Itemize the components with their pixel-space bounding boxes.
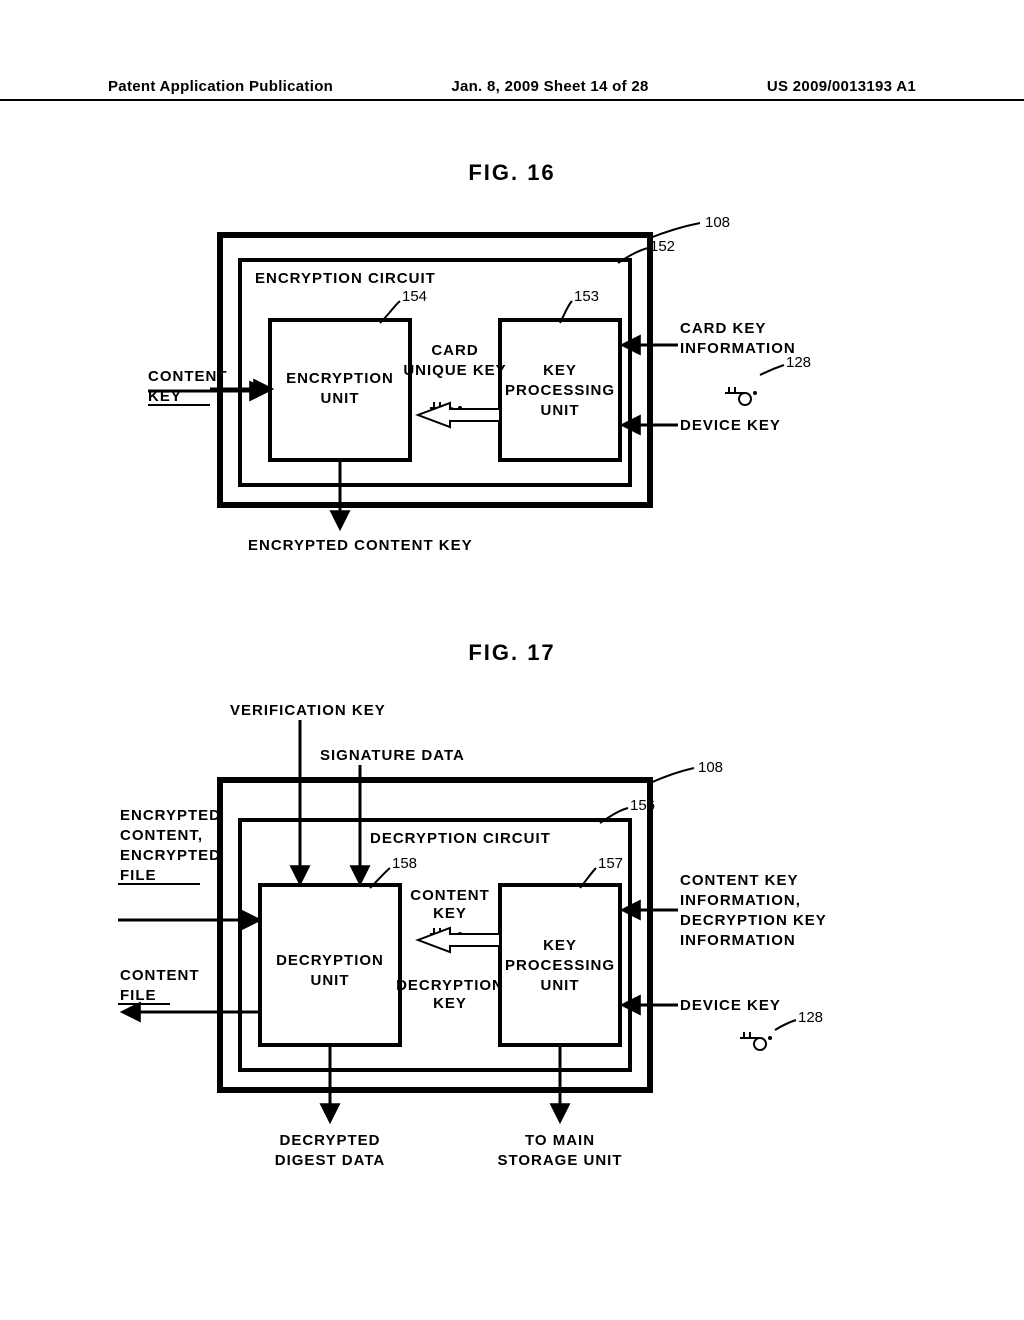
fig17-ref-156: 156 [630, 797, 655, 814]
fig17-leftin-l4: FILE [120, 867, 157, 884]
header-middle: Jan. 8, 2009 Sheet 14 of 28 [333, 78, 767, 95]
fig16-ref-108: 108 [705, 214, 730, 231]
fig16-bottom-label: ENCRYPTED CONTENT KEY [248, 537, 473, 554]
fig16-circuit-label: ENCRYPTION CIRCUIT [255, 270, 436, 287]
fig16-ref-153: 153 [574, 288, 599, 305]
fig16-right-top-l2: INFORMATION [680, 340, 796, 357]
fig16-title: FIG. 16 [0, 160, 1024, 186]
fig17-diagram: VERIFICATION KEY SIGNATURE DATA 108 156 … [0, 690, 1024, 1210]
fig17-title: FIG. 17 [0, 640, 1024, 666]
fig17-rt-l4: INFORMATION [680, 932, 796, 949]
fig17-device-key-icon [740, 1032, 772, 1050]
fig16-ref-152: 152 [650, 238, 675, 255]
fig17-br-l2: STORAGE UNIT [497, 1152, 622, 1169]
page: Patent Application Publication Jan. 8, 2… [0, 0, 1024, 1320]
fig17-ref-128: 128 [798, 1009, 823, 1026]
fig17-leftout-l1: CONTENT [120, 967, 200, 984]
page-header: Patent Application Publication Jan. 8, 2… [0, 78, 1024, 101]
fig16-ref-128: 128 [786, 354, 811, 371]
fig17-leftout-l2: FILE [120, 987, 157, 1004]
fig17-bl-l2: DIGEST DATA [275, 1152, 385, 1169]
fig17-leftin-l3: ENCRYPTED [120, 847, 221, 864]
header-right: US 2009/0013193 A1 [767, 78, 1024, 95]
fig17-dk-l1: DECRYPTION [396, 977, 504, 994]
fig16-diagram: 108 152 ENCRYPTION CIRCUIT 154 ENCRYPTIO… [0, 205, 1024, 565]
fig16-cuk-l2: UNIQUE KEY [403, 362, 506, 379]
fig17-contentkey-open-arrow [418, 928, 500, 952]
fig17-rt-l2: INFORMATION, [680, 892, 801, 909]
fig17-devkey-label: DEVICE KEY [680, 997, 781, 1014]
fig17-leftin-l2: CONTENT, [120, 827, 203, 844]
fig17-ck-l1: CONTENT [410, 887, 490, 904]
fig17-keyu-l2: PROCESSING [505, 957, 615, 974]
fig17-dec-unit-l1: DECRYPTION [276, 952, 384, 969]
fig16-keyu-l2: PROCESSING [505, 382, 615, 399]
fig16-enc-unit-l2: UNIT [321, 390, 360, 407]
fig16-device-key-label: DEVICE KEY [680, 417, 781, 434]
fig16-ref-154: 154 [402, 288, 427, 305]
fig16-keyu-l3: UNIT [541, 402, 580, 419]
fig17-rt-l1: CONTENT KEY [680, 872, 799, 889]
fig16-cuk-l1: CARD [431, 342, 478, 359]
fig17-leftin-l1: ENCRYPTED [120, 807, 221, 824]
fig17-ref-108: 108 [698, 759, 723, 776]
fig17-ref-158: 158 [392, 855, 417, 872]
fig17-circuit-label: DECRYPTION CIRCUIT [370, 830, 551, 847]
fig17-ck-l2: KEY [433, 905, 467, 922]
fig16-enc-unit-l1: ENCRYPTION [286, 370, 394, 387]
fig17-verification-key: VERIFICATION KEY [230, 702, 386, 719]
fig17-signature-data: SIGNATURE DATA [320, 747, 465, 764]
fig17-bl-l1: DECRYPTED [280, 1132, 381, 1149]
fig16-keyu-l1: KEY [543, 362, 577, 379]
fig16-right-top-l1: CARD KEY [680, 320, 766, 337]
fig16-left-in-l1: CONTENT [148, 368, 228, 385]
fig17-keyu-l1: KEY [543, 937, 577, 954]
fig17-rt-l3: DECRYPTION KEY [680, 912, 827, 929]
fig17-dec-unit-l2: UNIT [311, 972, 350, 989]
fig17-br-l1: TO MAIN [525, 1132, 595, 1149]
header-left: Patent Application Publication [0, 78, 333, 95]
fig17-keyu-l3: UNIT [541, 977, 580, 994]
fig17-ref-157: 157 [598, 855, 623, 872]
fig16-device-key-icon [725, 387, 757, 405]
fig17-dk-l2: KEY [433, 995, 467, 1012]
